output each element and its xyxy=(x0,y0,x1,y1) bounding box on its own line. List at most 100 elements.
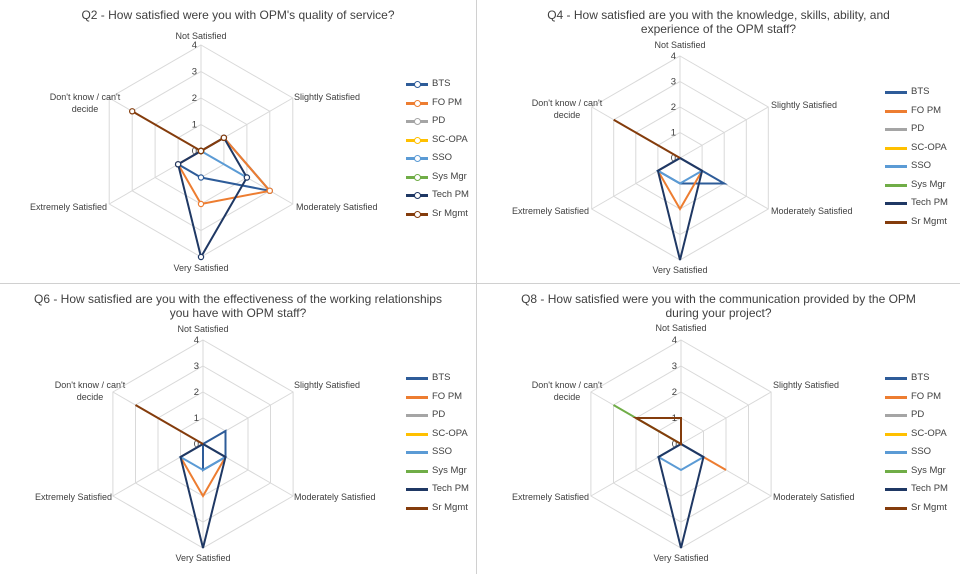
axis-label: Moderately Satisfied xyxy=(296,202,378,212)
legend-label: PD xyxy=(432,115,446,126)
axis-label: Slightly Satisfied xyxy=(771,100,837,110)
axis-label: Slightly Satisfied xyxy=(294,92,360,102)
legend-label: BTS xyxy=(432,78,451,89)
legend-swatch xyxy=(885,220,907,224)
legend-label: SC-OPA xyxy=(911,141,947,153)
tick-label: 4 xyxy=(192,40,197,51)
axis-label: Extremely Satisfied xyxy=(512,492,589,502)
legend-marker xyxy=(414,173,421,181)
legend-swatch xyxy=(885,109,907,113)
legend-marker xyxy=(414,192,421,199)
legend-label: Sr Mgmt xyxy=(432,207,468,219)
legend-marker xyxy=(414,81,421,88)
legend-label: Tech PM xyxy=(432,483,469,494)
chart-title: Q4 - How satisfied are you with the know… xyxy=(547,8,890,36)
axis-label: Slightly Satisfied xyxy=(294,380,360,390)
legend-label: SSO xyxy=(432,446,453,457)
chart-title: Q8 - How satisfied were you with the com… xyxy=(521,292,916,320)
legend-label: Sr Mgmt xyxy=(432,501,468,513)
tick-label: 4 xyxy=(194,335,199,346)
series-line-tech-pm xyxy=(179,442,227,549)
tick-label: 2 xyxy=(192,93,197,104)
legend-label: SSO xyxy=(911,160,932,171)
legend-label: FO PM xyxy=(911,390,942,402)
axis-label: Extremely Satisfied xyxy=(512,206,589,216)
axis-spoke xyxy=(679,106,769,159)
series-line-bts xyxy=(655,156,728,185)
legend-label: BTS xyxy=(432,372,451,383)
legend-label: SSO xyxy=(432,152,453,163)
legend-label: Tech PM xyxy=(911,483,948,494)
legend-swatch xyxy=(885,183,907,187)
legend-swatch xyxy=(406,488,428,491)
legend-swatch xyxy=(885,451,907,454)
axis-label: Moderately Satisfied xyxy=(294,492,376,502)
legend-swatch xyxy=(885,377,907,380)
chart-panel-q8: Q8 - How satisfied were you with the com… xyxy=(477,284,960,574)
legend-marker xyxy=(414,210,421,218)
legend-label: FO PM xyxy=(432,390,463,402)
panel-divider-horizontal xyxy=(0,283,960,284)
legend-label: Sys Mgr xyxy=(432,464,467,476)
tick-label: 0 xyxy=(194,439,199,450)
legend-label: PD xyxy=(911,123,925,134)
legend-swatch xyxy=(406,432,428,436)
legend-label: FO PM xyxy=(911,104,942,116)
legend-label: Sys Mgr xyxy=(432,170,467,182)
tick-label: 0 xyxy=(671,153,676,164)
legend-swatch xyxy=(885,395,907,399)
axis-label: Not Satisfied xyxy=(175,31,226,41)
chart-panel-q6: Q6 - How satisfied are you with the effe… xyxy=(0,284,476,574)
tick-label: 2 xyxy=(672,387,677,398)
chart-panel-q2: Q2 - How satisfied were you with OPM's q… xyxy=(0,0,476,283)
axis-label: Extremely Satisfied xyxy=(30,202,107,212)
tick-label: 1 xyxy=(671,128,676,139)
axis-label: Very Satisfied xyxy=(653,553,708,563)
panel-divider-vertical xyxy=(476,0,477,574)
axis-label: Very Satisfied xyxy=(652,265,707,275)
legend-marker xyxy=(414,136,421,144)
axis-label: Don't know / can't decide xyxy=(532,98,603,120)
legend-swatch xyxy=(885,165,907,168)
axis-label: Not Satisfied xyxy=(177,324,228,334)
tick-label: 1 xyxy=(192,120,197,131)
chart-title: Q2 - How satisfied were you with OPM's q… xyxy=(81,8,395,22)
legend-label: PD xyxy=(432,409,446,420)
axis-label: Slightly Satisfied xyxy=(773,380,839,390)
legend-marker xyxy=(414,118,421,125)
tick-label: 3 xyxy=(672,361,677,372)
series-point xyxy=(197,147,205,155)
tick-label: 2 xyxy=(194,387,199,398)
series-line-sr-mgmt xyxy=(613,118,681,159)
legend-label: Sr Mgmt xyxy=(911,215,947,227)
axis-label: Don't know / can't decide xyxy=(55,380,126,402)
axis-label: Don't know / can't decide xyxy=(532,380,603,402)
series-point xyxy=(128,108,136,115)
legend-label: Tech PM xyxy=(432,189,469,200)
legend-swatch xyxy=(406,506,428,510)
legend-marker xyxy=(414,99,421,107)
legend-swatch xyxy=(885,432,907,436)
tick-label: 3 xyxy=(194,361,199,372)
legend-swatch xyxy=(885,146,907,150)
series-point xyxy=(197,253,205,261)
axis-label: Moderately Satisfied xyxy=(773,492,855,502)
series-point xyxy=(197,174,205,181)
legend-swatch xyxy=(406,414,428,417)
series-line-tech-pm xyxy=(656,156,704,261)
legend-label: BTS xyxy=(911,372,930,383)
legend-label: Sys Mgr xyxy=(911,464,946,476)
legend-swatch xyxy=(885,469,907,473)
legend-label: SC-OPA xyxy=(432,133,468,145)
legend-marker xyxy=(414,155,421,162)
axis-label: Very Satisfied xyxy=(173,263,228,273)
series-point xyxy=(197,200,205,208)
series-point xyxy=(266,187,273,194)
chart-panel-q4: Q4 - How satisfied are you with the know… xyxy=(477,0,960,283)
series-line-sr-mgmt xyxy=(632,417,682,446)
axis-label: Extremely Satisfied xyxy=(35,492,112,502)
series-point xyxy=(220,134,228,141)
